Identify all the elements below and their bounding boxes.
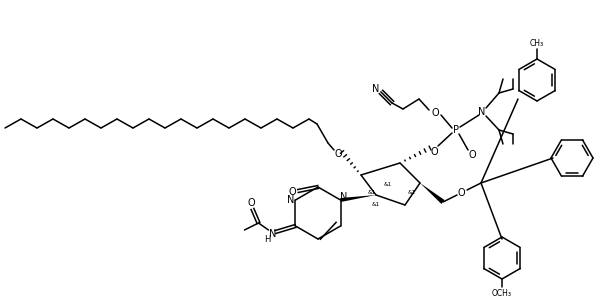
Text: &1: &1 — [408, 191, 416, 196]
Polygon shape — [420, 183, 445, 204]
Text: &1: &1 — [368, 191, 376, 196]
Text: N: N — [269, 229, 276, 239]
Text: O: O — [457, 188, 465, 198]
Text: O: O — [468, 150, 476, 160]
Text: O: O — [248, 198, 255, 208]
Text: O: O — [430, 147, 438, 157]
Text: O: O — [288, 187, 296, 197]
Text: O: O — [334, 149, 342, 159]
Text: H: H — [264, 235, 271, 244]
Text: CH₃: CH₃ — [530, 40, 544, 49]
Text: N: N — [340, 192, 347, 202]
Polygon shape — [340, 195, 376, 202]
Text: N: N — [373, 84, 380, 94]
Text: N: N — [287, 195, 294, 205]
Text: OCH₃: OCH₃ — [492, 289, 512, 297]
Text: &1: &1 — [384, 182, 392, 188]
Text: O: O — [431, 108, 439, 118]
Text: &1: &1 — [372, 201, 380, 207]
Text: N: N — [478, 107, 485, 117]
Text: P: P — [453, 125, 459, 135]
